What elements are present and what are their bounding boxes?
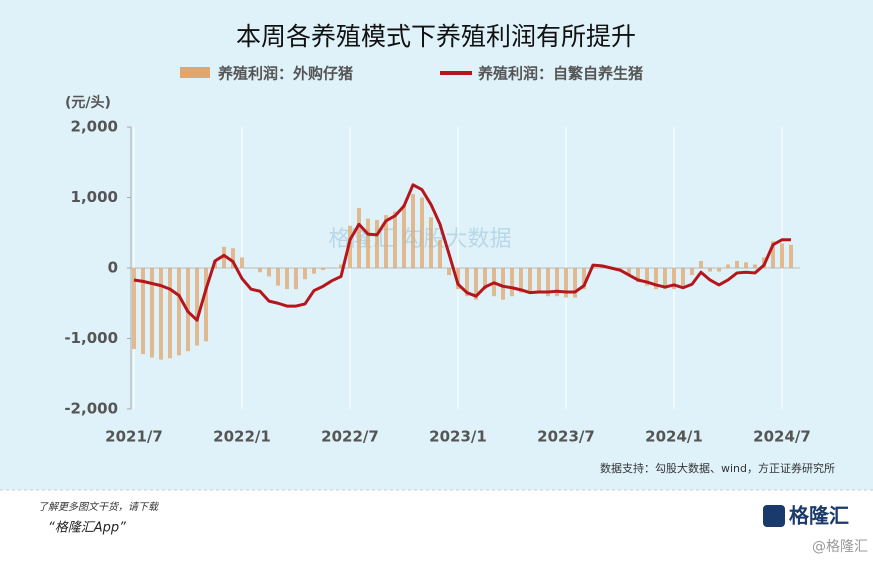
bar <box>402 204 406 268</box>
bar <box>420 197 424 268</box>
bar <box>132 268 136 350</box>
bar <box>375 220 379 268</box>
bar <box>582 268 586 290</box>
chart-title: 本周各养殖模式下养殖利润有所提升 <box>236 22 636 51</box>
bar <box>339 264 343 268</box>
legend-swatch <box>180 67 210 78</box>
bar <box>411 193 415 268</box>
bar <box>555 268 559 297</box>
bar <box>510 268 514 297</box>
y-tick-label: -1,000 <box>64 329 118 347</box>
legend-label: 养殖利润：外购仔猪 <box>217 65 353 83</box>
bar <box>393 211 397 268</box>
x-tick-label: 2023/7 <box>537 428 595 446</box>
bar <box>276 268 280 286</box>
bar <box>258 268 262 273</box>
y-tick-label: 0 <box>108 259 118 277</box>
bar <box>474 268 478 300</box>
bar <box>564 268 568 298</box>
x-tick-label: 2024/1 <box>645 428 703 446</box>
bar <box>654 268 658 290</box>
chart-background <box>0 0 873 490</box>
bar <box>294 268 298 290</box>
bar <box>636 268 640 283</box>
bar <box>366 218 370 268</box>
bar <box>519 268 523 293</box>
bar <box>357 208 361 268</box>
bar <box>312 268 316 274</box>
x-tick-label: 2022/1 <box>213 428 271 446</box>
bar <box>744 262 748 268</box>
bar <box>573 268 577 298</box>
y-tick-label: -2,000 <box>64 400 118 418</box>
bar <box>681 268 685 286</box>
bar <box>159 268 163 360</box>
bar <box>789 244 793 268</box>
bar <box>735 260 739 268</box>
bar <box>726 264 730 268</box>
x-tick-label: 2021/7 <box>105 428 163 446</box>
bar <box>780 243 784 268</box>
bar <box>537 268 541 293</box>
bar <box>438 239 442 268</box>
bar <box>771 241 775 268</box>
bar <box>285 268 289 290</box>
source-note: 数据支持：勾股大数据、wind，方正证券研究所 <box>600 461 835 475</box>
bar <box>384 215 388 268</box>
bar <box>249 268 253 269</box>
bar <box>240 257 244 268</box>
bar <box>627 268 631 276</box>
bar <box>231 248 235 268</box>
bar <box>447 268 451 276</box>
bar <box>546 268 550 297</box>
bar <box>465 268 469 297</box>
y-tick-label: 1,000 <box>71 188 118 206</box>
bar <box>753 264 757 268</box>
bar <box>528 268 532 293</box>
logo-icon <box>763 505 785 527</box>
bar <box>150 268 154 358</box>
bar <box>672 268 676 290</box>
bar <box>321 268 325 271</box>
bar <box>303 268 307 280</box>
bar <box>663 268 667 290</box>
bar <box>456 268 460 290</box>
footer-app: “格隆汇App” <box>48 521 126 536</box>
x-tick-label: 2023/1 <box>429 428 487 446</box>
x-tick-label: 2022/7 <box>321 428 379 446</box>
y-tick-label: 2,000 <box>71 118 118 136</box>
bar <box>717 268 721 272</box>
bar <box>177 268 181 356</box>
bar <box>168 268 172 359</box>
bar <box>699 260 703 268</box>
badge: @格隆汇 <box>812 539 868 555</box>
line <box>133 183 791 322</box>
bar <box>204 268 208 342</box>
bar <box>222 246 226 268</box>
bar <box>195 268 199 346</box>
bar <box>330 268 334 269</box>
bar <box>708 268 712 272</box>
bar <box>429 217 433 268</box>
bar <box>645 268 649 286</box>
bar <box>348 225 352 268</box>
bar <box>501 268 505 300</box>
bar <box>690 268 694 276</box>
footer-text: 了解更多图文干货，请下载 <box>38 501 160 513</box>
logo-text: 格隆汇 <box>789 504 849 528</box>
legend-label: 养殖利润：自繁自养生猪 <box>477 65 643 83</box>
bar <box>483 268 487 290</box>
bar <box>267 268 271 277</box>
bar <box>141 268 145 355</box>
x-tick-label: 2024/7 <box>753 428 811 446</box>
y-axis-label: (元/头) <box>65 94 111 111</box>
